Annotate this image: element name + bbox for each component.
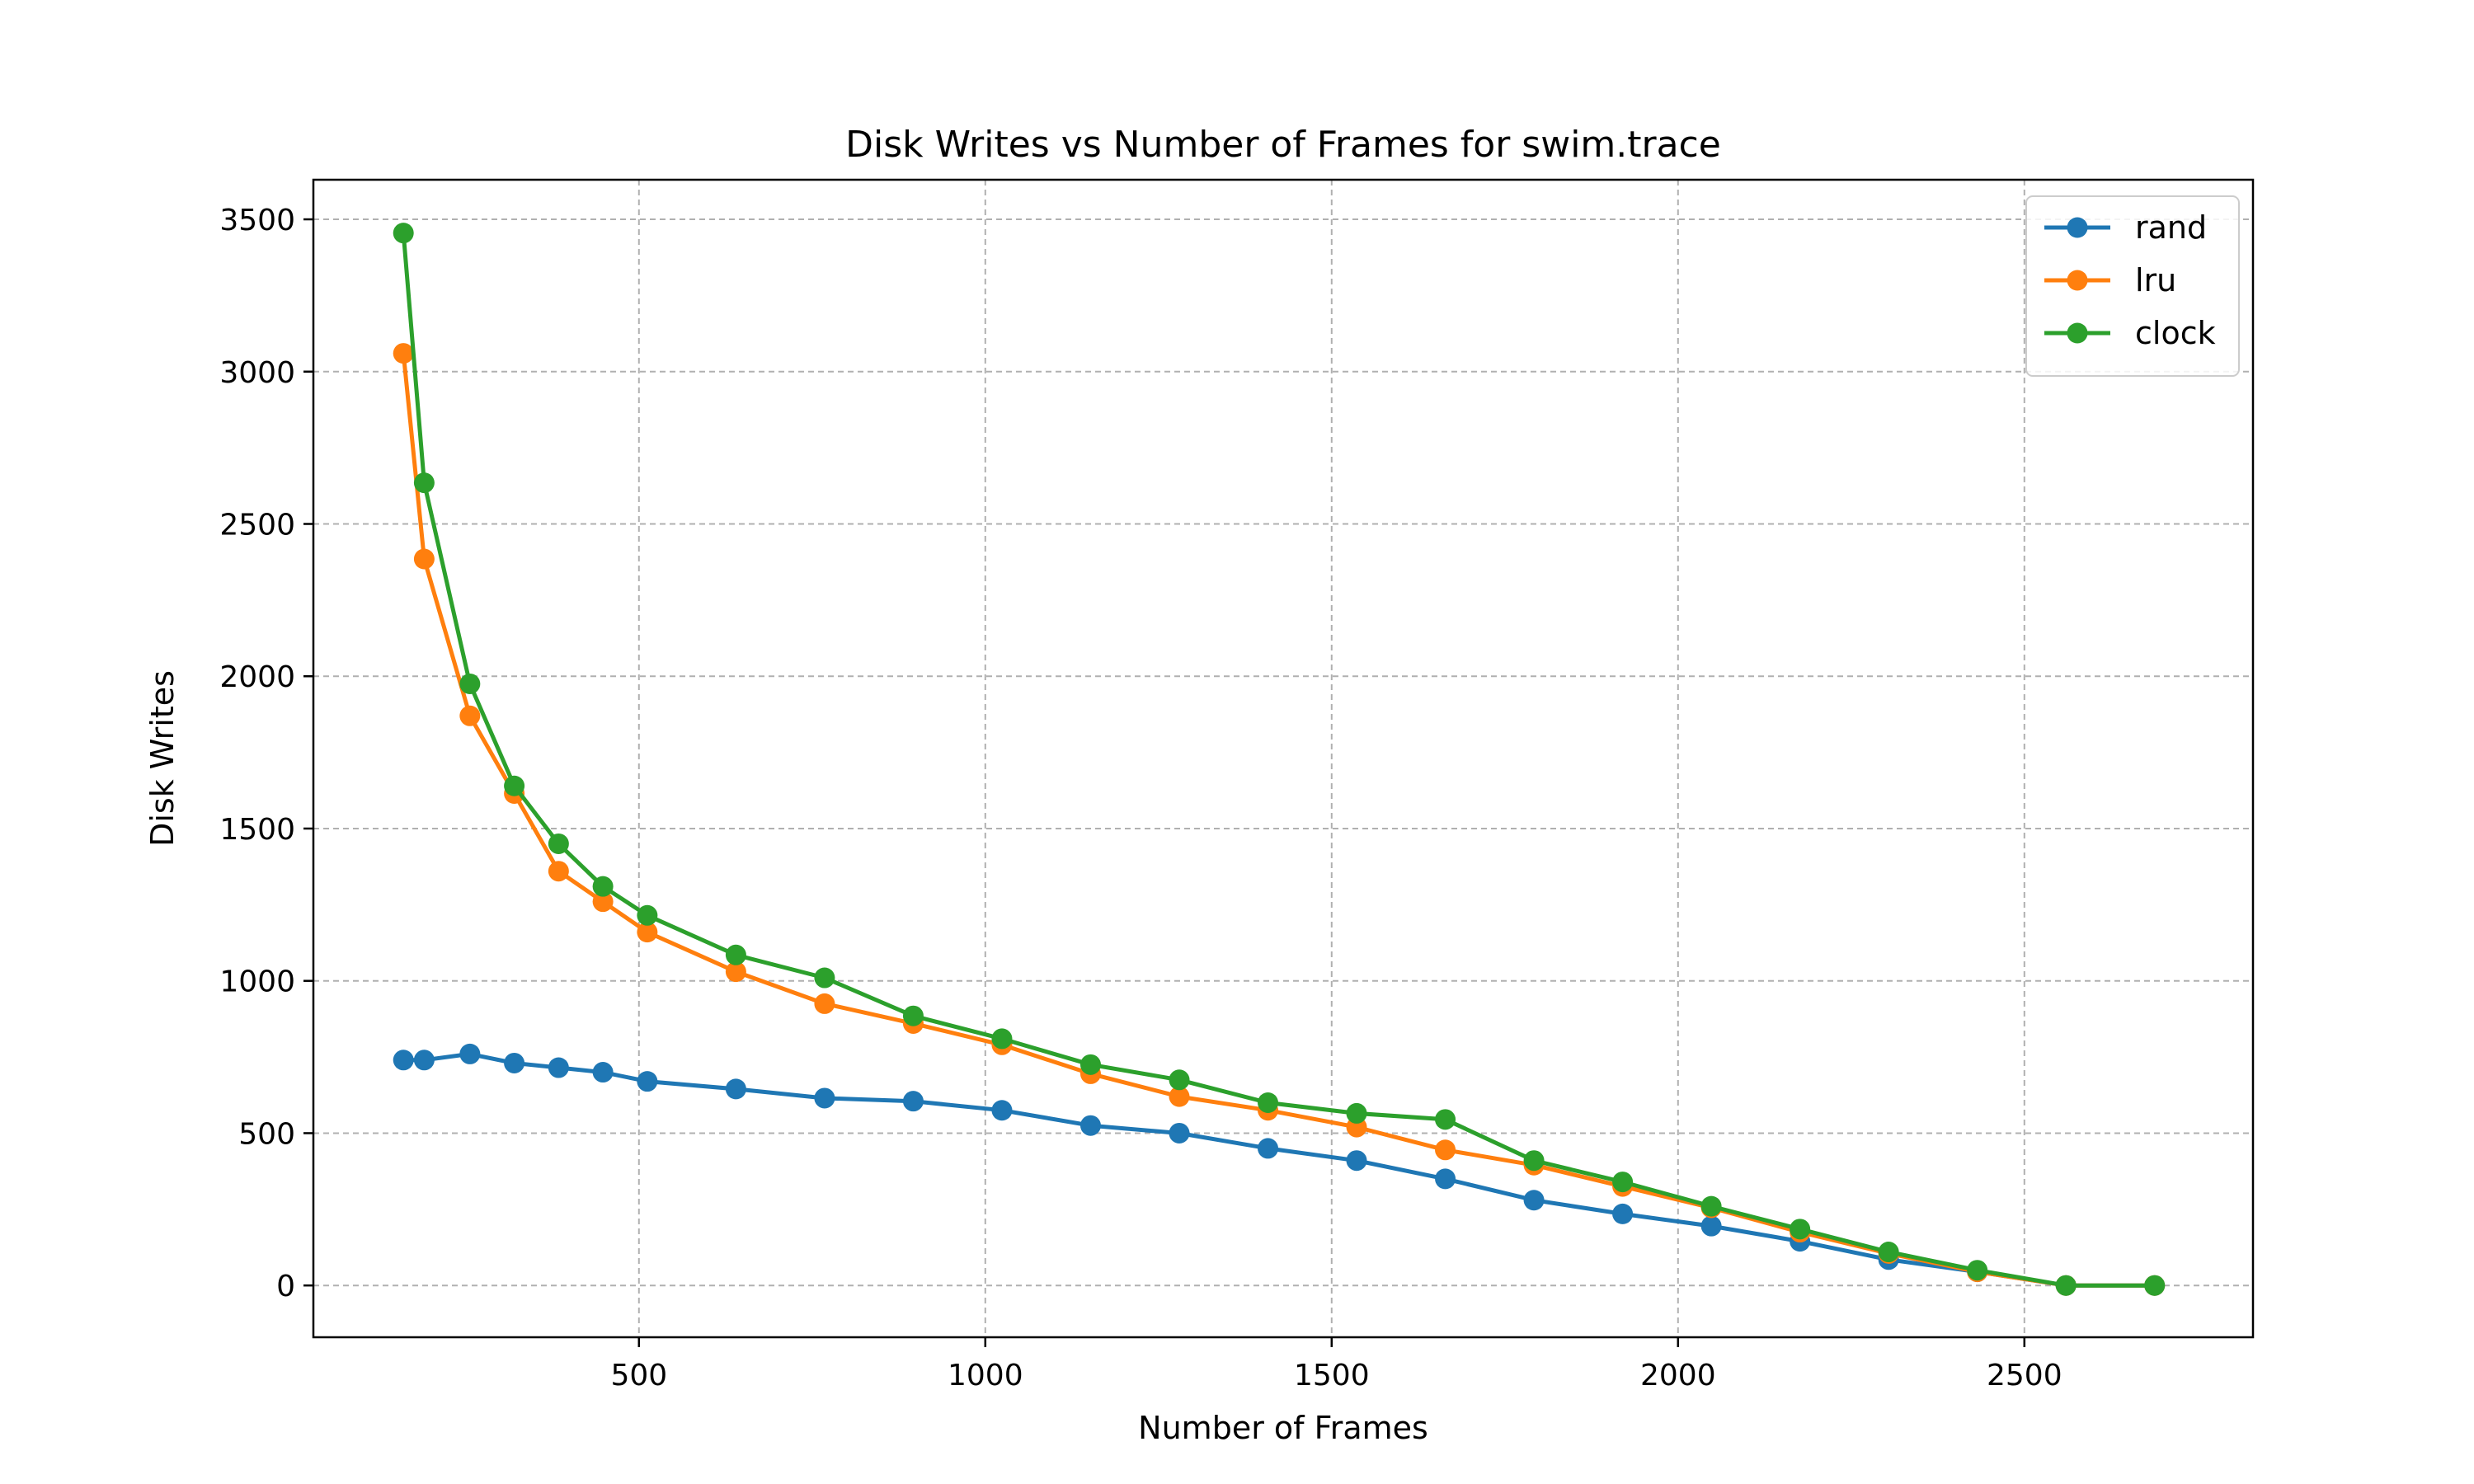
data-point-clock — [413, 472, 435, 494]
x-axis-label: Number of Frames — [1138, 1410, 1428, 1446]
data-point-clock — [725, 944, 746, 965]
data-point-lru — [459, 705, 481, 726]
data-point-rand — [459, 1043, 481, 1064]
data-point-lru — [1169, 1086, 1190, 1107]
legend-marker — [2067, 270, 2088, 291]
data-point-rand — [637, 1071, 658, 1092]
data-point-rand — [1523, 1190, 1545, 1211]
y-tick-label: 3000 — [219, 356, 295, 390]
y-tick-label: 0 — [276, 1270, 295, 1303]
data-point-clock — [1435, 1109, 1456, 1130]
legend-label: rand — [2135, 209, 2207, 246]
legend-label: clock — [2135, 315, 2216, 351]
data-point-clock — [1079, 1054, 1101, 1075]
data-point-clock — [592, 876, 614, 897]
data-point-clock — [459, 673, 481, 694]
plot-frame — [312, 178, 2255, 1339]
data-point-lru — [814, 993, 835, 1014]
x-tick-label: 2000 — [1640, 1359, 1716, 1392]
y-tick-label: 1000 — [219, 965, 295, 999]
data-point-rand — [1258, 1138, 1279, 1159]
series-line-lru — [401, 353, 2155, 1288]
data-point-clock — [991, 1028, 1013, 1050]
data-point-rand — [1169, 1122, 1190, 1144]
x-tick-label: 2500 — [1987, 1359, 2062, 1392]
data-point-lru — [725, 961, 746, 983]
legend-marker — [2067, 217, 2088, 238]
data-point-clock — [1346, 1102, 1367, 1124]
y-tick-label: 500 — [238, 1117, 295, 1151]
data-point-rand — [1700, 1215, 1722, 1237]
x-tick-label: 1000 — [948, 1359, 1023, 1392]
y-tick-label: 1500 — [219, 813, 295, 847]
data-point-lru — [1435, 1139, 1456, 1161]
data-point-clock — [2144, 1275, 2166, 1296]
y-tick-label: 2500 — [219, 509, 295, 542]
data-point-clock — [637, 904, 658, 926]
series-line-clock — [401, 232, 2155, 1288]
legend-item-lru: lru — [2044, 262, 2176, 298]
data-point-clock — [1169, 1069, 1190, 1091]
data-point-clock — [393, 223, 414, 244]
data-point-rand — [991, 1100, 1013, 1121]
x-tick-label: 500 — [610, 1359, 667, 1392]
data-point-rand — [1435, 1168, 1456, 1190]
y-tick-label: 3500 — [219, 204, 295, 237]
data-point-rand — [902, 1091, 924, 1112]
data-point-rand — [413, 1050, 435, 1071]
legend-marker — [2067, 322, 2088, 344]
y-axis: 0 500 1000 1500 2000 2500 3000 3500 — [219, 204, 313, 1303]
legend-item-rand: rand — [2044, 209, 2207, 246]
data-point-lru — [413, 548, 435, 570]
data-point-lru — [592, 891, 614, 913]
data-point-rand — [1346, 1150, 1367, 1172]
data-point-clock — [814, 967, 835, 989]
data-point-rand — [1079, 1115, 1101, 1136]
y-tick-label: 2000 — [219, 660, 295, 694]
x-axis: 500 1000 1500 2000 2500 — [610, 1337, 2062, 1392]
data-point-lru — [637, 922, 658, 943]
y-axis-label: Disk Writes — [144, 670, 181, 847]
data-point-clock — [1258, 1092, 1279, 1114]
chart-title: Disk Writes vs Number of Frames for swim… — [845, 124, 1721, 166]
data-point-rand — [592, 1062, 614, 1083]
data-point-clock — [548, 833, 569, 854]
grid — [313, 180, 2253, 1337]
data-point-clock — [1878, 1242, 1899, 1263]
data-point-clock — [1790, 1219, 1811, 1240]
legend-label: lru — [2135, 262, 2176, 298]
data-point-rand — [393, 1050, 414, 1071]
data-point-clock — [1612, 1172, 1634, 1193]
data-point-clock — [504, 775, 525, 796]
data-point-clock — [902, 1005, 924, 1026]
data-point-clock — [1700, 1195, 1722, 1217]
legend: rand lru clock — [2025, 195, 2240, 377]
data-point-lru — [548, 861, 569, 882]
data-point-rand — [814, 1087, 835, 1109]
data-point-rand — [504, 1052, 525, 1073]
data-point-clock — [2055, 1275, 2077, 1296]
data-point-rand — [725, 1078, 746, 1100]
data-point-rand — [1612, 1203, 1634, 1224]
series-layer — [393, 223, 2166, 1296]
x-tick-label: 1500 — [1294, 1359, 1370, 1392]
data-point-rand — [548, 1057, 569, 1078]
series-clock — [393, 223, 2166, 1296]
data-point-lru — [393, 343, 414, 364]
data-point-clock — [1523, 1150, 1545, 1172]
data-point-clock — [1967, 1260, 1988, 1281]
legend-item-clock: clock — [2044, 315, 2216, 351]
